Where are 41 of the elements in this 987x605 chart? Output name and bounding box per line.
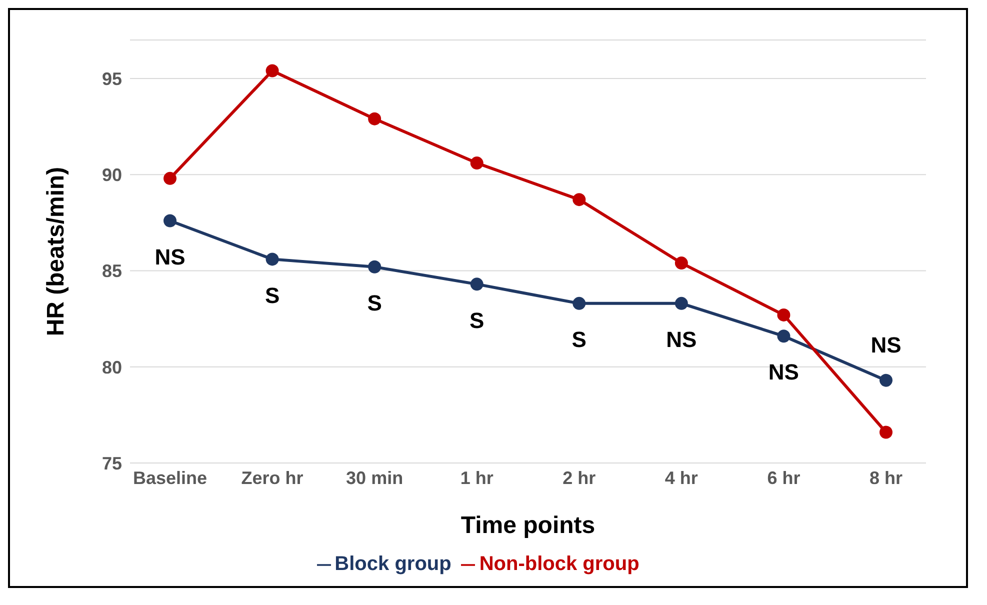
x-axis-title: Time points (460, 512, 596, 539)
x-tick-label: 2 hr (562, 468, 596, 488)
point (777, 330, 790, 343)
annotation: S (367, 290, 382, 316)
annotation: NS (768, 360, 799, 385)
point (880, 374, 892, 387)
x-tick-label: Zero hr (241, 468, 304, 488)
point (368, 260, 382, 274)
annotation: NS (870, 332, 902, 358)
x-tick-label: 30 min (346, 468, 404, 488)
y-axis-title: HR (beats/min) (42, 166, 70, 336)
y-tick-label: 75 (102, 453, 122, 474)
point (572, 193, 586, 206)
y-tick-label: 90 (102, 164, 122, 185)
point (266, 252, 279, 266)
legend-label: Non-block group (479, 553, 640, 575)
x-tick-label: 8 hr (869, 468, 903, 488)
point (777, 308, 790, 322)
y-tick-label: 80 (102, 357, 122, 378)
legend-label: Block group (334, 553, 452, 575)
y-tick-label: 85 (102, 261, 122, 282)
x-tick-label: 1 hr (460, 468, 494, 488)
point (470, 278, 484, 291)
x-tick-label: 6 hr (767, 468, 800, 488)
point (470, 156, 484, 170)
annotation: NS (154, 244, 186, 270)
annotation: S (572, 327, 586, 352)
x-tick-label: Baseline (132, 468, 208, 488)
x-tick-label: 4 hr (664, 468, 698, 488)
point (164, 214, 176, 228)
point (164, 172, 176, 185)
point (368, 112, 382, 126)
y-tick-label: 95 (102, 68, 122, 89)
point (266, 64, 279, 78)
point (674, 256, 688, 270)
point (572, 296, 586, 310)
point (880, 426, 892, 439)
point (674, 296, 688, 310)
annotation: S (264, 282, 280, 308)
annotation: NS (666, 327, 697, 352)
annotation: S (470, 308, 484, 333)
